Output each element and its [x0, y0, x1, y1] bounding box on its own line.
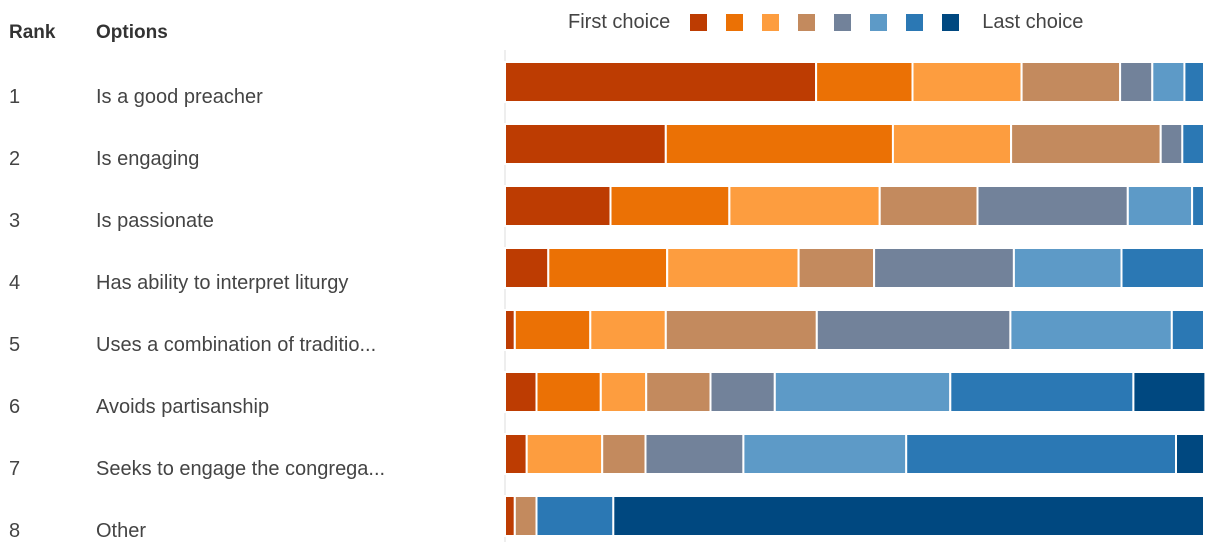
bar-segment	[535, 371, 602, 413]
bar-segment	[504, 123, 667, 165]
option-label: Has ability to interpret liturgy	[96, 272, 349, 294]
bar-segment	[1181, 123, 1206, 165]
bar-segment	[504, 371, 538, 413]
bar-segment	[589, 309, 667, 351]
bar-segment	[878, 185, 979, 227]
bar-segment	[612, 495, 1205, 537]
rank-label: 3	[9, 210, 21, 232]
rank-label: 5	[9, 334, 21, 356]
bar-segment	[1170, 309, 1206, 351]
bar-segment	[1120, 247, 1205, 289]
bar-segment	[504, 309, 516, 351]
option-label: Other	[96, 520, 147, 542]
bar-segment	[1126, 185, 1194, 227]
legend-swatch-1	[690, 13, 708, 31]
bar-segment	[644, 433, 745, 475]
legend-last-choice-label: Last choice	[982, 10, 1084, 33]
bar-segment	[1010, 123, 1162, 165]
bar-segment	[1119, 61, 1154, 103]
bar-segment	[1020, 61, 1122, 103]
bar-segment	[666, 247, 800, 289]
legend: First choice Last choice	[568, 8, 1083, 36]
option-label: Uses a combination of traditio...	[96, 334, 377, 356]
bar-segment	[1183, 61, 1206, 103]
rank-label: 7	[9, 458, 21, 480]
bar-segment	[797, 247, 876, 289]
bar-segment	[728, 185, 881, 227]
bar-segment	[513, 309, 592, 351]
bar-segment	[911, 61, 1023, 103]
bar-segment	[1151, 61, 1186, 103]
bar-segment	[504, 247, 550, 289]
legend-first-choice-label: First choice	[568, 10, 671, 33]
bar-segment	[664, 309, 818, 351]
option-label: Avoids partisanship	[96, 396, 270, 418]
bar-segment	[535, 495, 615, 537]
legend-swatch-2	[726, 13, 744, 31]
bar-segment	[815, 61, 914, 103]
bar-segment	[1012, 247, 1123, 289]
option-label: Seeks to engage the congrega...	[96, 458, 386, 480]
bar-segment	[601, 433, 647, 475]
bar-segment	[1132, 371, 1207, 413]
bar-segment	[742, 433, 908, 475]
rank-label: 6	[9, 396, 21, 418]
bar-segment	[1159, 123, 1184, 165]
bar-segment	[513, 495, 538, 537]
rank-header: Rank	[9, 22, 56, 43]
option-label: Is engaging	[96, 148, 200, 170]
bar-segment	[773, 371, 952, 413]
bar-segment	[609, 185, 731, 227]
legend-swatch-4	[798, 13, 816, 31]
bar-segment	[976, 185, 1129, 227]
bar-segment	[1009, 309, 1173, 351]
bar-segment	[1175, 433, 1205, 475]
bar-segment	[873, 247, 1015, 289]
rank-label: 8	[9, 520, 21, 542]
legend-swatch-7	[906, 13, 924, 31]
legend-swatch-8	[942, 13, 960, 31]
option-label: Is a good preacher	[96, 86, 263, 108]
bar-segment	[525, 433, 604, 475]
bar-segment	[891, 123, 1013, 165]
bar-segment	[709, 371, 776, 413]
bar-segment	[1191, 185, 1205, 227]
legend-swatch-6	[870, 13, 888, 31]
legend-swatch-3	[762, 13, 780, 31]
bar-segment	[599, 371, 648, 413]
bar-segment	[664, 123, 894, 165]
bar-segment	[504, 61, 818, 103]
bar-segment	[905, 433, 1177, 475]
bar-segment	[645, 371, 712, 413]
bar-segment	[547, 247, 669, 289]
bar-segment	[815, 309, 1012, 351]
bar-segment	[504, 433, 528, 475]
bar-segment	[504, 185, 612, 227]
rank-label: 4	[9, 272, 21, 294]
bar-segment	[949, 371, 1135, 413]
bar-segment	[504, 495, 516, 537]
legend-swatch-5	[834, 13, 852, 31]
options-header: Options	[96, 22, 168, 43]
option-label: Is passionate	[96, 210, 214, 232]
rank-label: 2	[9, 148, 21, 170]
rank-label: 1	[9, 86, 21, 108]
